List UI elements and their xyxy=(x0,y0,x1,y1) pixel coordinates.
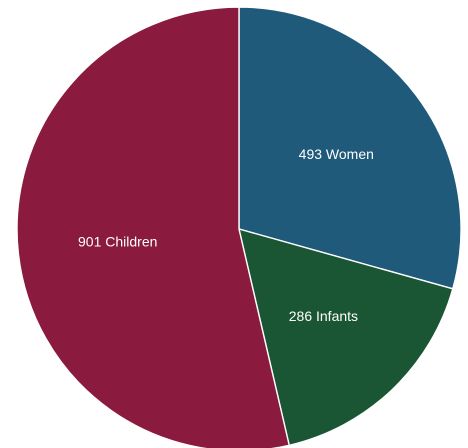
pie-slice-label-1: 286 Infants xyxy=(289,308,358,324)
pie-slices xyxy=(16,6,462,448)
pie-slice-1 xyxy=(238,228,454,446)
pie-slice-2 xyxy=(16,6,290,448)
pie-slice-label-0: 493 Women xyxy=(299,146,374,162)
pie-slice-label-2: 901 Children xyxy=(78,234,157,250)
pie-labels: 493 Women 286 Infants 901 Children xyxy=(78,146,374,324)
pie-slice-0 xyxy=(238,6,462,290)
